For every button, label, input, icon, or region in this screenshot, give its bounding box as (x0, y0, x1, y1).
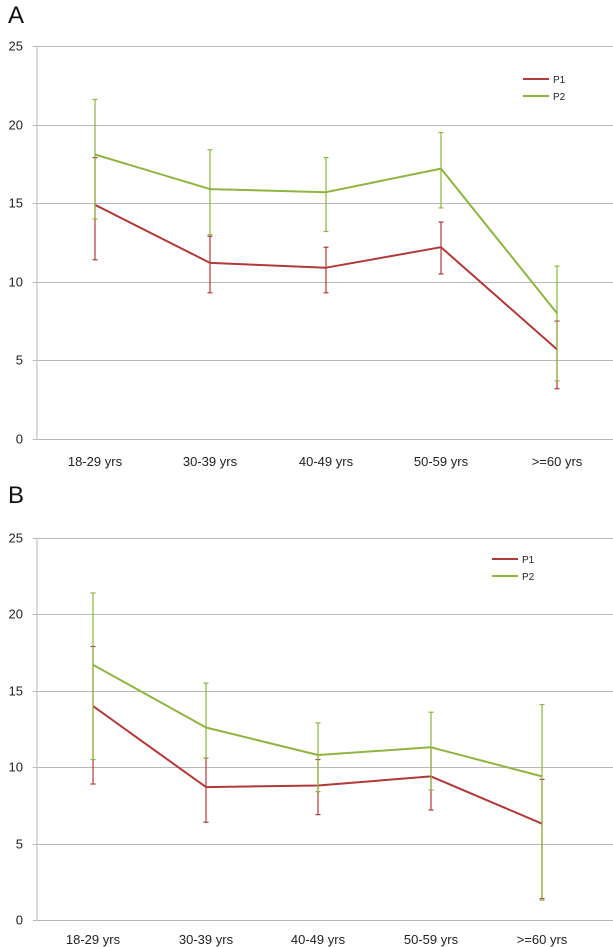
x-tick-label: 40-49 yrs (291, 932, 346, 947)
x-tick-label: 18-29 yrs (68, 454, 123, 469)
y-tick-label: 0 (16, 913, 23, 928)
legend-label-P2: P2 (522, 572, 535, 583)
x-tick-label: 50-59 yrs (414, 454, 469, 469)
x-tick-label: 50-59 yrs (404, 932, 459, 947)
y-tick-label: 0 (16, 432, 23, 447)
x-tick-label: 18-29 yrs (66, 932, 121, 947)
y-tick-label: 25 (9, 531, 23, 546)
panel-label-b: B (8, 482, 25, 509)
chart-panel-b: B 0 5 10 15 20 25 18-29 yrs 30-39 yrs 40-49 yrs 5… (0, 480, 613, 947)
y-tick-label: 10 (9, 275, 23, 290)
y-tick-label: 15 (9, 196, 23, 211)
chart-a-svg: 0 5 10 15 20 25 18-29 yrs 30-39 yrs 40-49 yrs 50-… (9, 39, 613, 469)
x-tick-label: 30-39 yrs (179, 932, 234, 947)
x-tick-label: >=60 yrs (532, 454, 583, 469)
x-tick-label: >=60 yrs (517, 932, 568, 947)
legend-label-P1: P1 (553, 75, 566, 86)
y-tick-label: 20 (9, 118, 23, 133)
y-tick-label: 25 (9, 39, 23, 54)
x-tick-label: 40-49 yrs (299, 454, 354, 469)
series-line-P1 (94, 203, 558, 351)
y-tick-label: 5 (16, 837, 23, 852)
y-tick-label: 10 (9, 760, 23, 775)
chart-b-svg: 0 5 10 15 20 25 18-29 yrs 30-39 yrs 40-49 yrs 50-… (9, 531, 613, 947)
x-tick-label: 30-39 yrs (183, 454, 238, 469)
legend-label-P1: P1 (522, 555, 535, 566)
y-tick-label: 15 (9, 684, 23, 699)
panel-label-a: A (8, 2, 25, 29)
chart-panel-a: A 0 5 10 15 20 25 18-29 yrs 30-39 yrs 40-49 yrs 5… (8, 2, 613, 469)
y-tick-label: 20 (9, 607, 23, 622)
y-tick-label: 5 (16, 353, 23, 368)
legend-label-P2: P2 (553, 92, 566, 103)
series-line-P2 (92, 663, 543, 778)
series-line-P2 (94, 153, 558, 314)
